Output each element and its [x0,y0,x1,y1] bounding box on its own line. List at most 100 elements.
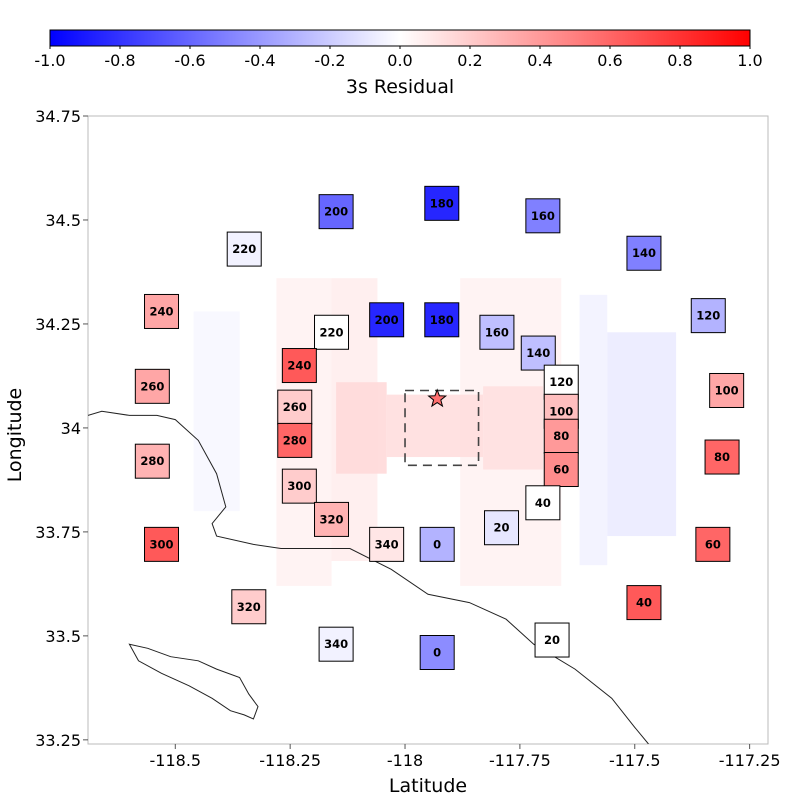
colorbar-tick-label: -0.8 [104,51,135,70]
station-marker: 320 [314,501,350,537]
station-marker: 260 [277,389,313,425]
colorbar: -1.0 -0.8 -0.6 -0.4 -0.2 0.0 0.2 0.4 0.6 0.8 1.0 3… [34,29,763,98]
station-marker: 180 [424,302,460,338]
station-label: 260 [140,379,164,393]
station-square [424,185,460,221]
station-label: 220 [320,325,344,339]
station-label: 140 [526,346,550,360]
station-marker: 80 [543,418,579,454]
station-label: 120 [696,309,720,323]
station-square [318,194,354,230]
station-label: 320 [320,512,344,526]
station-square [318,626,354,662]
station-square [314,314,350,350]
field-patch [579,294,608,566]
field-patch [386,394,484,458]
station-marker: 280 [277,422,313,458]
station-label: 40 [636,596,652,610]
station-label: 0 [433,646,441,660]
station-square [314,501,350,537]
station-square [419,635,455,671]
station-marker: 320 [231,589,267,625]
y-tick-label: 34.5 [45,211,81,230]
station-label: 280 [140,454,164,468]
x-tick-label: -117.75 [489,751,551,770]
station-label: 180 [430,196,454,210]
y-tick-label: 33.25 [35,731,81,750]
station-label: 80 [553,429,569,443]
station-marker: 160 [479,314,515,350]
station-square [419,526,455,562]
station-label: 140 [632,246,656,260]
y-tick-label: 34.75 [35,107,81,126]
colorbar-tick-label: -1.0 [34,51,65,70]
station-label: 20 [544,633,560,647]
station-square [277,422,313,458]
station-marker: 60 [695,526,731,562]
epicenter-star-icon [427,388,448,408]
y-tick-label: 34 [61,419,81,438]
station-marker: 260 [134,368,170,404]
station-label: 340 [324,637,348,651]
station-marker: 240 [144,293,180,329]
station-label: 200 [375,313,399,327]
source-region-box [404,389,480,467]
field-patch [483,386,543,470]
y-tick-label: 33.75 [35,523,81,542]
station-label: 100 [715,383,739,397]
colorbar-tick-label: -0.2 [314,51,345,70]
station-marker: 120 [690,298,726,334]
station-marker: 220 [226,231,262,267]
y-axis-title: Longitude [4,388,26,483]
station-marker: 300 [144,526,180,562]
station-label: 0 [433,537,441,551]
station-square [484,510,520,546]
station-label: 40 [535,496,551,510]
station-marker: 200 [369,302,405,338]
station-square [369,526,405,562]
station-square [709,372,745,408]
station-label: 300 [150,537,174,551]
station-marker: 40 [626,585,662,621]
station-label: 240 [287,359,311,373]
station-label: 200 [324,205,348,219]
colorbar-gradient [49,29,751,47]
station-square [134,443,170,479]
station-marker: 140 [626,235,662,271]
station-square [525,198,561,234]
station-marker: 300 [281,468,317,504]
x-tick-label: -117.5 [609,751,661,770]
station-marker: 0 [419,526,455,562]
station-square [520,335,556,371]
station-square [144,293,180,329]
station-label: 160 [485,325,509,339]
station-label: 260 [283,400,307,414]
x-tick-label: -118 [387,751,423,770]
station-label: 240 [150,304,174,318]
station-square [144,526,180,562]
station-marker: 20 [534,622,570,658]
station-label: 20 [494,521,510,535]
station-marker: 240 [281,348,317,384]
field-patch [607,332,677,537]
x-tick-label: -117.25 [719,751,781,770]
station-marker: 120 [543,364,579,400]
station-marker: 0 [419,635,455,671]
station-label: 120 [549,375,573,389]
station-marker: 340 [369,526,405,562]
station-marker: 60 [543,452,579,488]
y-tick-label: 33.5 [45,627,81,646]
station-marker: 20 [484,510,520,546]
colorbar-label: 3s Residual [346,76,454,98]
station-square [543,418,579,454]
station-label: 300 [287,479,311,493]
colorbar-tick-label: 0.4 [527,51,552,70]
station-marker: 220 [314,314,350,350]
y-tick-label: 34.25 [35,315,81,334]
station-label: 160 [531,209,555,223]
station-marker: 160 [525,198,561,234]
station-label: 220 [232,242,256,256]
colorbar-ticks: -1.0 -0.8 -0.6 -0.4 -0.2 0.0 0.2 0.4 0.6 0.8 1.0 [34,46,763,70]
